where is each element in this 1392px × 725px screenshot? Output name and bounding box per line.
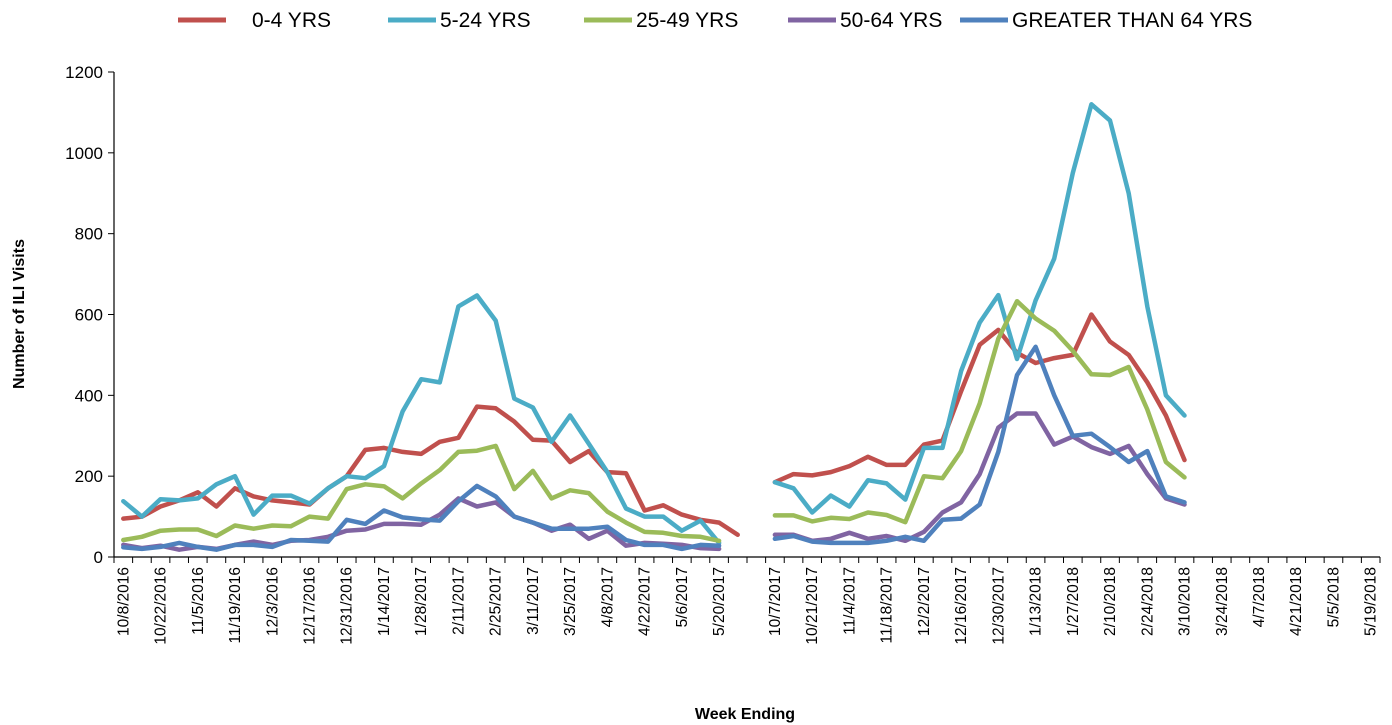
legend-item: 50-64 YRS xyxy=(788,9,942,32)
x-tick-label: 1/27/2018 xyxy=(1065,567,1082,636)
x-tick-label: 11/18/2017 xyxy=(879,567,896,643)
legend-item: 0-4 YRS xyxy=(178,9,331,32)
x-tick-label: 3/24/2018 xyxy=(1214,567,1231,636)
x-tick-label: 12/2/2017 xyxy=(916,567,933,636)
y-tick-label: 600 xyxy=(75,306,103,325)
series-line-season2 xyxy=(772,298,1187,525)
x-tick-label: 11/4/2017 xyxy=(841,567,858,635)
x-tick-label: 4/21/2018 xyxy=(1288,567,1305,636)
x-axis-title: Week Ending xyxy=(695,706,795,723)
chart-legend: 0-4 YRS 5-24 YRS 25-49 YRS 50-64 YRS GREATER… xyxy=(178,9,1252,32)
x-tick-label: 3/25/2017 xyxy=(562,567,579,636)
x-tick-label: 1/14/2017 xyxy=(376,567,393,636)
series-line-season1 xyxy=(121,443,722,544)
x-tick-label: 10/8/2016 xyxy=(115,567,132,636)
y-tick-label: 400 xyxy=(75,386,103,405)
legend-item: GREATER THAN 64 YRS xyxy=(960,9,1252,32)
series-greater-than-64-yrs xyxy=(121,344,1187,552)
x-tick-label: 11/19/2016 xyxy=(227,567,244,643)
plot-area xyxy=(121,102,1187,552)
x-tick-label: 12/30/2017 xyxy=(990,567,1007,645)
x-tick-label: 3/11/2017 xyxy=(525,567,542,635)
y-tick-label: 1200 xyxy=(65,63,103,82)
series-50-64-yrs xyxy=(121,411,1187,552)
x-tick-label: 5/6/2017 xyxy=(674,567,691,627)
series-line-season1 xyxy=(121,293,722,546)
x-tick-label: 4/8/2017 xyxy=(599,567,616,627)
series-line-season2 xyxy=(772,344,1187,546)
series-line-season2 xyxy=(772,312,1187,485)
y-axis: 0 200 400 600 800 1000 1200 xyxy=(65,63,115,567)
y-axis-title: Number of ILI Visits xyxy=(11,239,28,389)
x-tick-label: 2/10/2018 xyxy=(1102,567,1119,636)
legend-label: 0-4 YRS xyxy=(252,9,331,32)
x-tick-label: 3/10/2018 xyxy=(1177,567,1194,636)
x-tick-label: 1/13/2018 xyxy=(1028,567,1045,636)
legend-label: 5-24 YRS xyxy=(440,9,531,32)
series-line-season1 xyxy=(121,404,740,538)
x-tick-label: 10/7/2017 xyxy=(767,567,784,636)
x-tick-label: 10/22/2016 xyxy=(153,567,170,645)
x-tick-label: 1/28/2017 xyxy=(413,567,430,636)
series-line-season2 xyxy=(772,102,1187,515)
series-0-4-yrs xyxy=(121,312,1187,538)
x-axis: 10/8/2016 10/22/2016 11/5/2016 11/19/2016 12… xyxy=(113,556,1381,645)
x-tick-label: 5/5/2018 xyxy=(1325,567,1342,627)
y-tick-label: 0 xyxy=(94,548,103,567)
series-5-24-yrs xyxy=(121,102,1187,546)
series-25-49-yrs xyxy=(121,298,1187,544)
x-tick-label: 12/17/2016 xyxy=(301,567,318,645)
x-tick-label: 5/19/2018 xyxy=(1363,567,1380,636)
x-tick-label: 2/24/2018 xyxy=(1139,567,1156,636)
x-tick-label: 12/31/2016 xyxy=(339,567,356,645)
legend-item: 25-49 YRS xyxy=(584,9,738,32)
x-tick-label: 4/7/2018 xyxy=(1251,567,1268,627)
legend-label: 50-64 YRS xyxy=(840,9,942,32)
x-tick-label: 12/3/2016 xyxy=(264,567,281,636)
x-tick-label: 2/25/2017 xyxy=(488,567,505,636)
x-tick-label: 12/16/2017 xyxy=(953,567,970,645)
x-tick-label: 5/20/2017 xyxy=(711,567,728,636)
y-tick-label: 1000 xyxy=(65,144,103,163)
x-tick-label: 4/22/2017 xyxy=(637,567,654,636)
legend-label: GREATER THAN 64 YRS xyxy=(1012,9,1252,32)
legend-label: 25-49 YRS xyxy=(636,9,738,32)
x-tick-label: 10/21/2017 xyxy=(804,567,821,645)
x-tick-label: 2/11/2017 xyxy=(450,567,467,635)
series-line-season2 xyxy=(772,411,1187,544)
x-tick-label: 11/5/2016 xyxy=(190,567,207,635)
legend-item: 5-24 YRS xyxy=(388,9,531,32)
y-tick-label: 200 xyxy=(75,467,103,486)
series-line-season1 xyxy=(121,483,722,552)
y-tick-label: 800 xyxy=(75,225,103,244)
